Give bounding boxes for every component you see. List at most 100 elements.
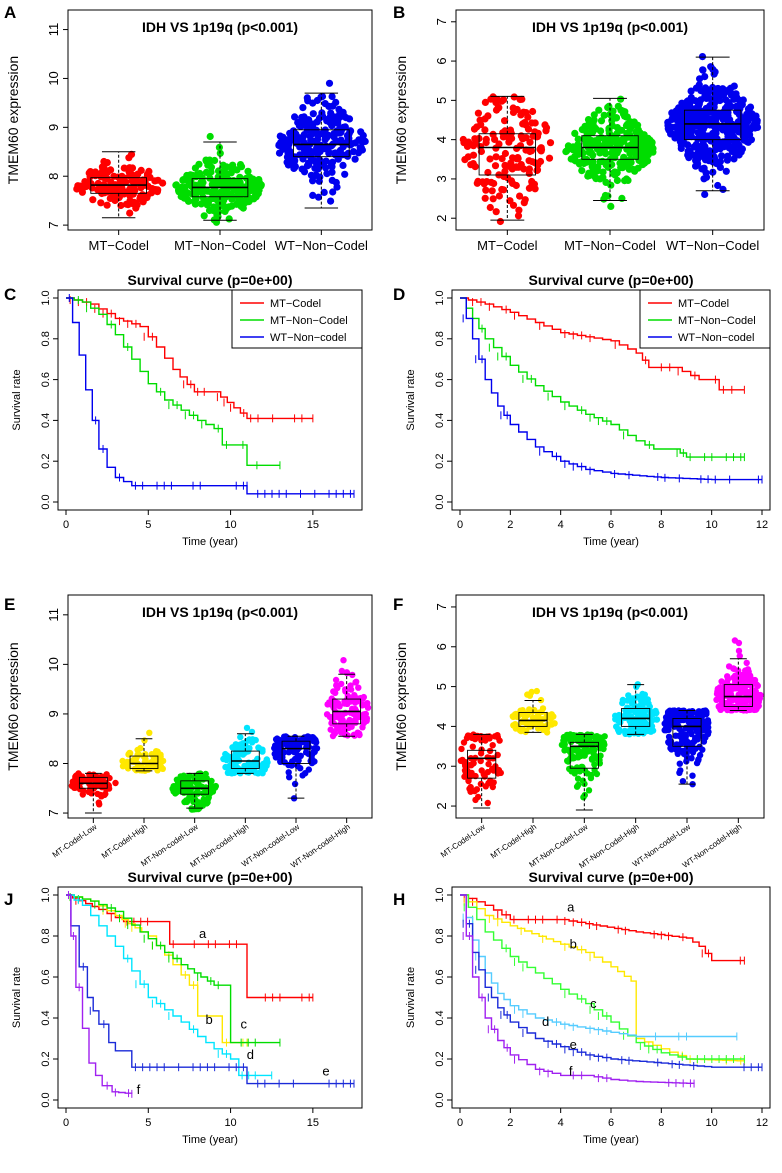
data-point [225, 215, 233, 223]
y-tick-label: 5 [434, 683, 449, 690]
chart-title: IDH VS 1p19q (p<0.001) [532, 19, 688, 35]
series-wt-non-codel [460, 297, 763, 484]
curve-label: b [570, 936, 577, 951]
series-wt-non-codel-low [271, 733, 321, 802]
data-point [566, 765, 573, 773]
data-point [700, 175, 708, 183]
data-point [595, 106, 603, 114]
series-mt-non-codel-low [169, 770, 219, 813]
series-f: f [460, 894, 695, 1088]
data-point [596, 760, 603, 767]
data-point [492, 153, 500, 161]
x-category-label: MT−Non−Codel [564, 238, 656, 253]
series-f: f [66, 891, 141, 1098]
data-point [159, 765, 166, 772]
data-point [335, 129, 343, 137]
data-point [244, 167, 252, 175]
data-point [751, 687, 758, 694]
data-point [622, 175, 631, 183]
data-point [620, 137, 628, 145]
x-tick-label: 10 [224, 519, 236, 531]
data-point [641, 158, 649, 166]
y-tick-label: 5 [434, 97, 449, 104]
data-point [495, 192, 503, 200]
data-point [673, 107, 681, 115]
data-point [126, 185, 134, 193]
x-category-label: MT−Non−Codel [174, 238, 266, 253]
y-axis-label: Survival rate [11, 369, 23, 430]
x-axis-label: Time (year) [182, 536, 238, 548]
data-point [225, 203, 233, 211]
data-point [332, 98, 340, 106]
x-category-label: MT-Codel-High [489, 822, 538, 860]
y-tick-label: 8 [46, 760, 61, 767]
series-mt-non-codel [172, 132, 265, 226]
data-point [509, 104, 517, 112]
data-point [738, 145, 747, 153]
data-point [79, 791, 87, 798]
chart-title: IDH VS 1p19q (p<0.001) [142, 604, 298, 620]
data-point [597, 117, 606, 125]
data-point [619, 699, 626, 707]
data-point [745, 108, 754, 116]
data-point [596, 734, 603, 741]
data-point [695, 101, 703, 109]
survival-curve [460, 894, 737, 1038]
data-point [714, 181, 722, 190]
data-point [207, 168, 215, 176]
x-tick-label: 8 [658, 519, 664, 531]
data-point [524, 113, 532, 121]
data-point [130, 198, 138, 206]
data-point [736, 684, 743, 691]
data-point [735, 694, 743, 701]
y-tick-label: 0.4 [40, 413, 52, 428]
data-point [146, 729, 153, 736]
series-a: a [460, 894, 745, 965]
data-point [345, 115, 354, 123]
data-point [682, 750, 690, 758]
data-point [631, 138, 639, 146]
y-tick-label: 0.2 [434, 1051, 446, 1066]
legend-box [231, 289, 363, 349]
survival-curve [66, 894, 272, 1077]
data-point [125, 154, 133, 162]
x-category-label: MT-Codel-Low [51, 822, 99, 859]
data-point [474, 177, 482, 185]
data-point [468, 734, 476, 742]
data-point [677, 715, 684, 723]
legend-box [639, 289, 771, 349]
data-point [98, 784, 106, 791]
data-point [698, 165, 706, 173]
survival-curve [66, 894, 133, 1094]
data-point [705, 103, 713, 111]
series-mt-non-codel-high [220, 724, 271, 777]
x-tick-label: 10 [706, 1117, 718, 1129]
data-point [472, 796, 479, 804]
data-point [300, 168, 309, 176]
data-point [321, 100, 329, 108]
x-tick-label: 0 [63, 1117, 69, 1129]
x-category-label: MT-Codel-Low [439, 822, 487, 859]
data-point [501, 127, 509, 135]
data-point [716, 157, 725, 166]
data-point [578, 167, 586, 175]
panel-label: A [4, 3, 16, 22]
data-point [568, 746, 575, 753]
data-point [699, 140, 707, 148]
data-point [213, 196, 222, 204]
data-point [585, 787, 593, 794]
series-mt-codel-high [119, 729, 167, 774]
data-point [334, 724, 341, 732]
data-point [469, 142, 478, 150]
x-tick-label: 4 [558, 1117, 564, 1129]
data-point [726, 694, 733, 701]
data-point [257, 181, 265, 189]
data-point [522, 121, 530, 129]
data-point [528, 119, 536, 127]
data-point [364, 700, 371, 707]
series-wt-non-codel [275, 79, 369, 209]
data-point [689, 772, 696, 779]
y-tick-label: 0.4 [40, 1010, 52, 1025]
data-point [691, 737, 698, 745]
data-point [668, 746, 675, 753]
